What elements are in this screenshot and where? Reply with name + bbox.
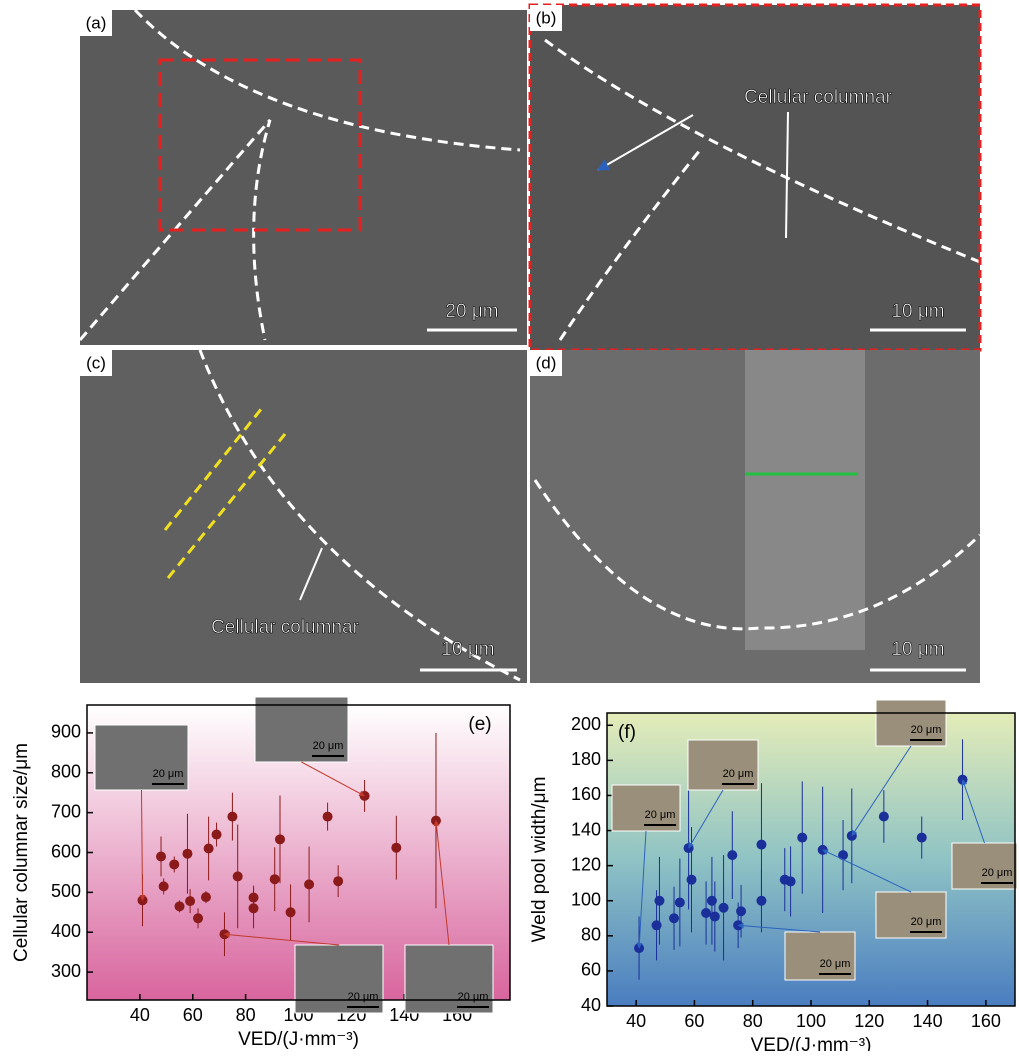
data-point [917,833,927,843]
data-point [756,896,766,906]
x-axis-label: VED/(J·mm⁻³) [238,1029,359,1050]
x-tick-label: 40 [130,1005,150,1025]
x-tick-label: 160 [971,1011,1001,1031]
data-point [652,920,662,930]
panel-label: (c) [86,353,106,372]
data-point [159,881,169,891]
data-point [185,896,195,906]
data-point [654,896,664,906]
data-point [193,913,203,923]
data-point [270,874,280,884]
x-axis-label: VED/(J·mm⁻³) [751,1035,872,1051]
figure: (a) 20 μm (b) Cellular columnar 10 μm (c… [0,0,1019,1051]
y-tick-label: 100 [571,889,601,909]
inset-scale-label: 20 μm [982,867,1013,879]
y-tick-label: 200 [571,714,601,734]
data-point [675,897,685,907]
scale-bar-label: 10 μm [891,639,944,660]
inset-scale-label: 20 μm [348,991,379,1003]
inset-image [95,725,188,790]
panel-label: (b) [536,8,557,27]
inset-scale-label: 20 μm [458,991,489,1003]
scale-bar-label: 10 μm [891,301,944,322]
panel-a: (a) 20 μm [80,10,527,345]
y-tick-label: 900 [51,722,81,742]
data-point [323,812,333,822]
data-point [719,903,729,913]
panel-b: (b) Cellular columnar 10 μm [530,5,980,350]
y-tick-label: 40 [581,995,601,1015]
scale-bar-label: 20 μm [445,301,498,322]
data-point [156,851,166,861]
data-point [797,833,807,843]
inset-scale-label: 20 μm [911,724,942,736]
inset-scale-label: 20 μm [911,916,942,928]
data-point [786,876,796,886]
data-point [175,901,185,911]
data-point [333,876,343,886]
data-point [727,850,737,860]
data-point [275,834,285,844]
panel-c: (c) Cellular columnar 10 μm [80,350,527,683]
panel-label: (d) [536,353,557,372]
data-point [756,840,766,850]
data-point [736,906,746,916]
data-point [286,907,296,917]
data-point [212,830,222,840]
data-point [687,875,697,885]
inset-image [255,697,348,762]
y-tick-label: 80 [581,925,601,945]
y-tick-label: 300 [51,961,81,981]
inset-scale-label: 20 μm [153,768,184,780]
scale-bar-label: 10 μm [441,639,494,660]
x-tick-label: 100 [796,1011,826,1031]
y-tick-label: 120 [571,854,601,874]
x-tick-label: 80 [236,1005,256,1025]
data-point [201,892,211,902]
data-point [707,896,717,906]
x-tick-label: 60 [684,1011,704,1031]
x-tick-label: 80 [743,1011,763,1031]
y-tick-label: 180 [571,749,601,769]
data-point [204,844,214,854]
y-tick-label: 400 [51,921,81,941]
y-tick-label: 700 [51,801,81,821]
y-tick-label: 160 [571,784,601,804]
data-point [879,812,889,822]
inset-scale-label: 20 μm [313,740,344,752]
panel-label: (a) [86,13,107,32]
x-tick-label: 140 [913,1011,943,1031]
data-point [701,908,711,918]
inset-scale-label: 20 μm [723,768,754,780]
data-point [233,871,243,881]
data-point [249,903,259,913]
x-tick-label: 60 [183,1005,203,1025]
data-point [182,849,192,859]
panel-label: (e) [468,714,491,735]
data-point [838,850,848,860]
inset-scale-label: 20 μm [820,958,851,970]
inset-image [688,740,758,790]
y-tick-label: 800 [51,762,81,782]
annotation: Cellular columnar [211,617,360,638]
data-point [227,812,237,822]
panel-label: (f) [618,722,636,743]
annotation: Cellular columnar [744,87,893,108]
data-point [391,843,401,853]
data-point [710,912,720,922]
y-tick-label: 600 [51,841,81,861]
y-axis-label: Weld pool width/μm [529,777,550,943]
y-axis-label: Cellular columnar size/μm [11,743,32,962]
x-tick-label: 120 [854,1011,884,1031]
data-point [169,859,179,869]
panel-d: (d) 10 μm [530,350,980,683]
x-tick-label: 40 [626,1011,646,1031]
y-tick-label: 140 [571,819,601,839]
inset-scale-label: 20 μm [645,809,676,821]
data-point [669,913,679,923]
y-tick-label: 60 [581,960,601,980]
y-tick-label: 500 [51,881,81,901]
inset-image [785,932,855,980]
data-point [304,879,314,889]
